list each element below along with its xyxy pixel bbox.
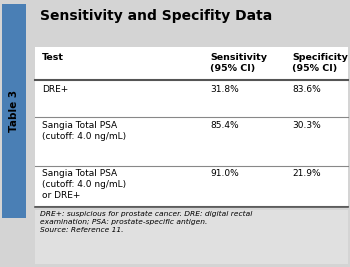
Text: Sangia Total PSA
(cutoff: 4.0 ng/mL)
or DRE+: Sangia Total PSA (cutoff: 4.0 ng/mL) or …	[42, 169, 126, 200]
Text: Sangia Total PSA
(cutoff: 4.0 ng/mL): Sangia Total PSA (cutoff: 4.0 ng/mL)	[42, 121, 126, 141]
Text: Test: Test	[42, 53, 64, 62]
Text: Table 3: Table 3	[9, 90, 19, 132]
FancyBboxPatch shape	[35, 210, 348, 264]
Text: 31.8%: 31.8%	[210, 85, 239, 94]
Text: 21.9%: 21.9%	[292, 169, 321, 178]
Text: Sensitivity
(95% CI): Sensitivity (95% CI)	[210, 53, 267, 73]
Text: 91.0%: 91.0%	[210, 169, 239, 178]
Text: DRE+: DRE+	[42, 85, 68, 94]
FancyBboxPatch shape	[35, 167, 348, 206]
FancyBboxPatch shape	[35, 83, 348, 117]
Text: Specificity
(95% CI): Specificity (95% CI)	[292, 53, 348, 73]
FancyBboxPatch shape	[35, 47, 348, 207]
Text: 85.4%: 85.4%	[210, 121, 239, 130]
Text: Sensitivity and Specifity Data: Sensitivity and Specifity Data	[40, 9, 273, 23]
Text: DRE+: suspicious for prostate cancer. DRE: digital rectal
examination; PSA: pros: DRE+: suspicious for prostate cancer. DR…	[40, 211, 253, 233]
FancyBboxPatch shape	[35, 119, 348, 166]
Text: 83.6%: 83.6%	[292, 85, 321, 94]
Text: 30.3%: 30.3%	[292, 121, 321, 130]
FancyBboxPatch shape	[2, 4, 26, 218]
